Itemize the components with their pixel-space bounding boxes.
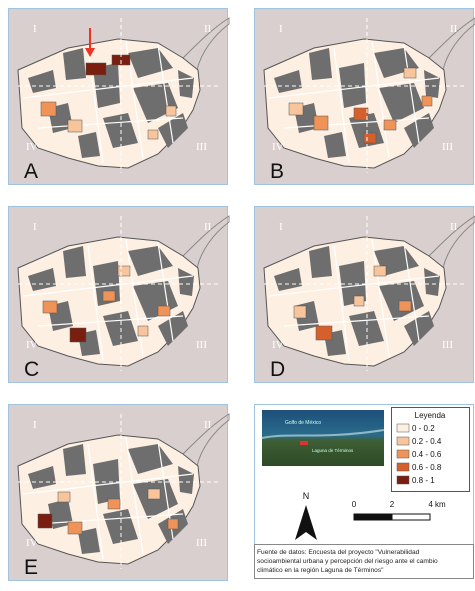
source-line: Fuente de datos: Encuesta del proyecto "… [257, 549, 420, 556]
panel-letter: D [270, 358, 285, 381]
scale-label: 0 [352, 500, 357, 509]
block [289, 103, 303, 115]
block [41, 102, 56, 116]
quadrant-label: III [196, 141, 207, 153]
quadrant-label: IV [272, 339, 284, 351]
block [148, 489, 160, 499]
scale-label: 4 km [428, 500, 446, 509]
block [58, 492, 70, 502]
quadrant-label: II [204, 23, 212, 35]
legend-label: 0 - 0.2 [412, 424, 435, 433]
quadrant-label: III [442, 339, 453, 351]
quadrant-label: IV [26, 537, 38, 549]
quadrant-label: I [279, 221, 283, 233]
legend-label: 0.6 - 0.8 [412, 463, 442, 472]
legend-swatch [397, 463, 409, 471]
block [148, 130, 158, 139]
panel-letter: A [24, 160, 38, 183]
quadrant-label: III [196, 537, 207, 549]
scale-label: 2 [390, 500, 395, 509]
block [314, 116, 328, 130]
panel-letter: C [24, 358, 39, 381]
north-label: N [303, 491, 310, 501]
quadrant-label: I [33, 23, 37, 35]
block [68, 120, 82, 132]
inset-map [262, 410, 384, 466]
panel-letter: B [270, 160, 284, 183]
quadrant-label: II [204, 419, 212, 431]
block [86, 63, 106, 75]
block [374, 266, 386, 276]
block [354, 108, 368, 120]
quadrant-label: I [279, 23, 283, 35]
legend-swatch [397, 424, 409, 432]
block [38, 514, 52, 528]
quadrant-label: II [204, 221, 212, 233]
block [399, 301, 411, 311]
block [354, 296, 364, 306]
legend-swatch [397, 476, 409, 484]
sea-label: Golfo de México [285, 420, 321, 426]
quadrant-label: I [33, 419, 37, 431]
block [158, 306, 170, 316]
lagoon-label: Laguna de Términos [312, 448, 354, 453]
block [138, 326, 148, 336]
block [168, 519, 178, 529]
block [70, 328, 86, 342]
legend-panel: Golfo de México Laguna de Términos Leyen… [255, 405, 474, 579]
block [68, 522, 82, 534]
quadrant-label: I [33, 221, 37, 233]
quadrant-label: IV [26, 339, 38, 351]
block [118, 266, 130, 276]
block [43, 301, 57, 313]
panel-letter: E [24, 556, 38, 579]
legend-title: Leyenda [415, 411, 446, 420]
source-line: socioambiental urbana y percepción del r… [257, 558, 438, 565]
legend-label: 0.8 - 1 [412, 476, 435, 485]
block [103, 291, 115, 301]
block [108, 499, 120, 509]
legend-swatch [397, 437, 409, 445]
block [166, 106, 176, 116]
legend-swatch [397, 450, 409, 458]
block [294, 306, 306, 318]
block [364, 133, 376, 143]
legend-label: 0.4 - 0.6 [412, 450, 442, 459]
quadrant-label: IV [26, 141, 38, 153]
quadrant-label: II [450, 23, 458, 35]
quadrant-label: II [450, 221, 458, 233]
block [422, 96, 432, 106]
legend-label: 0.2 - 0.4 [412, 437, 442, 446]
figure: IIIIIIIVAIIIIIIIVBIIIIIIIVCIIIIIIIVDIIII… [0, 0, 475, 591]
block [316, 326, 332, 340]
block [404, 68, 416, 78]
source-line: climático en la región Laguna de Término… [257, 567, 384, 574]
block [384, 120, 396, 130]
quadrant-label: III [442, 141, 453, 153]
quadrant-label: IV [272, 141, 284, 153]
quadrant-label: III [196, 339, 207, 351]
